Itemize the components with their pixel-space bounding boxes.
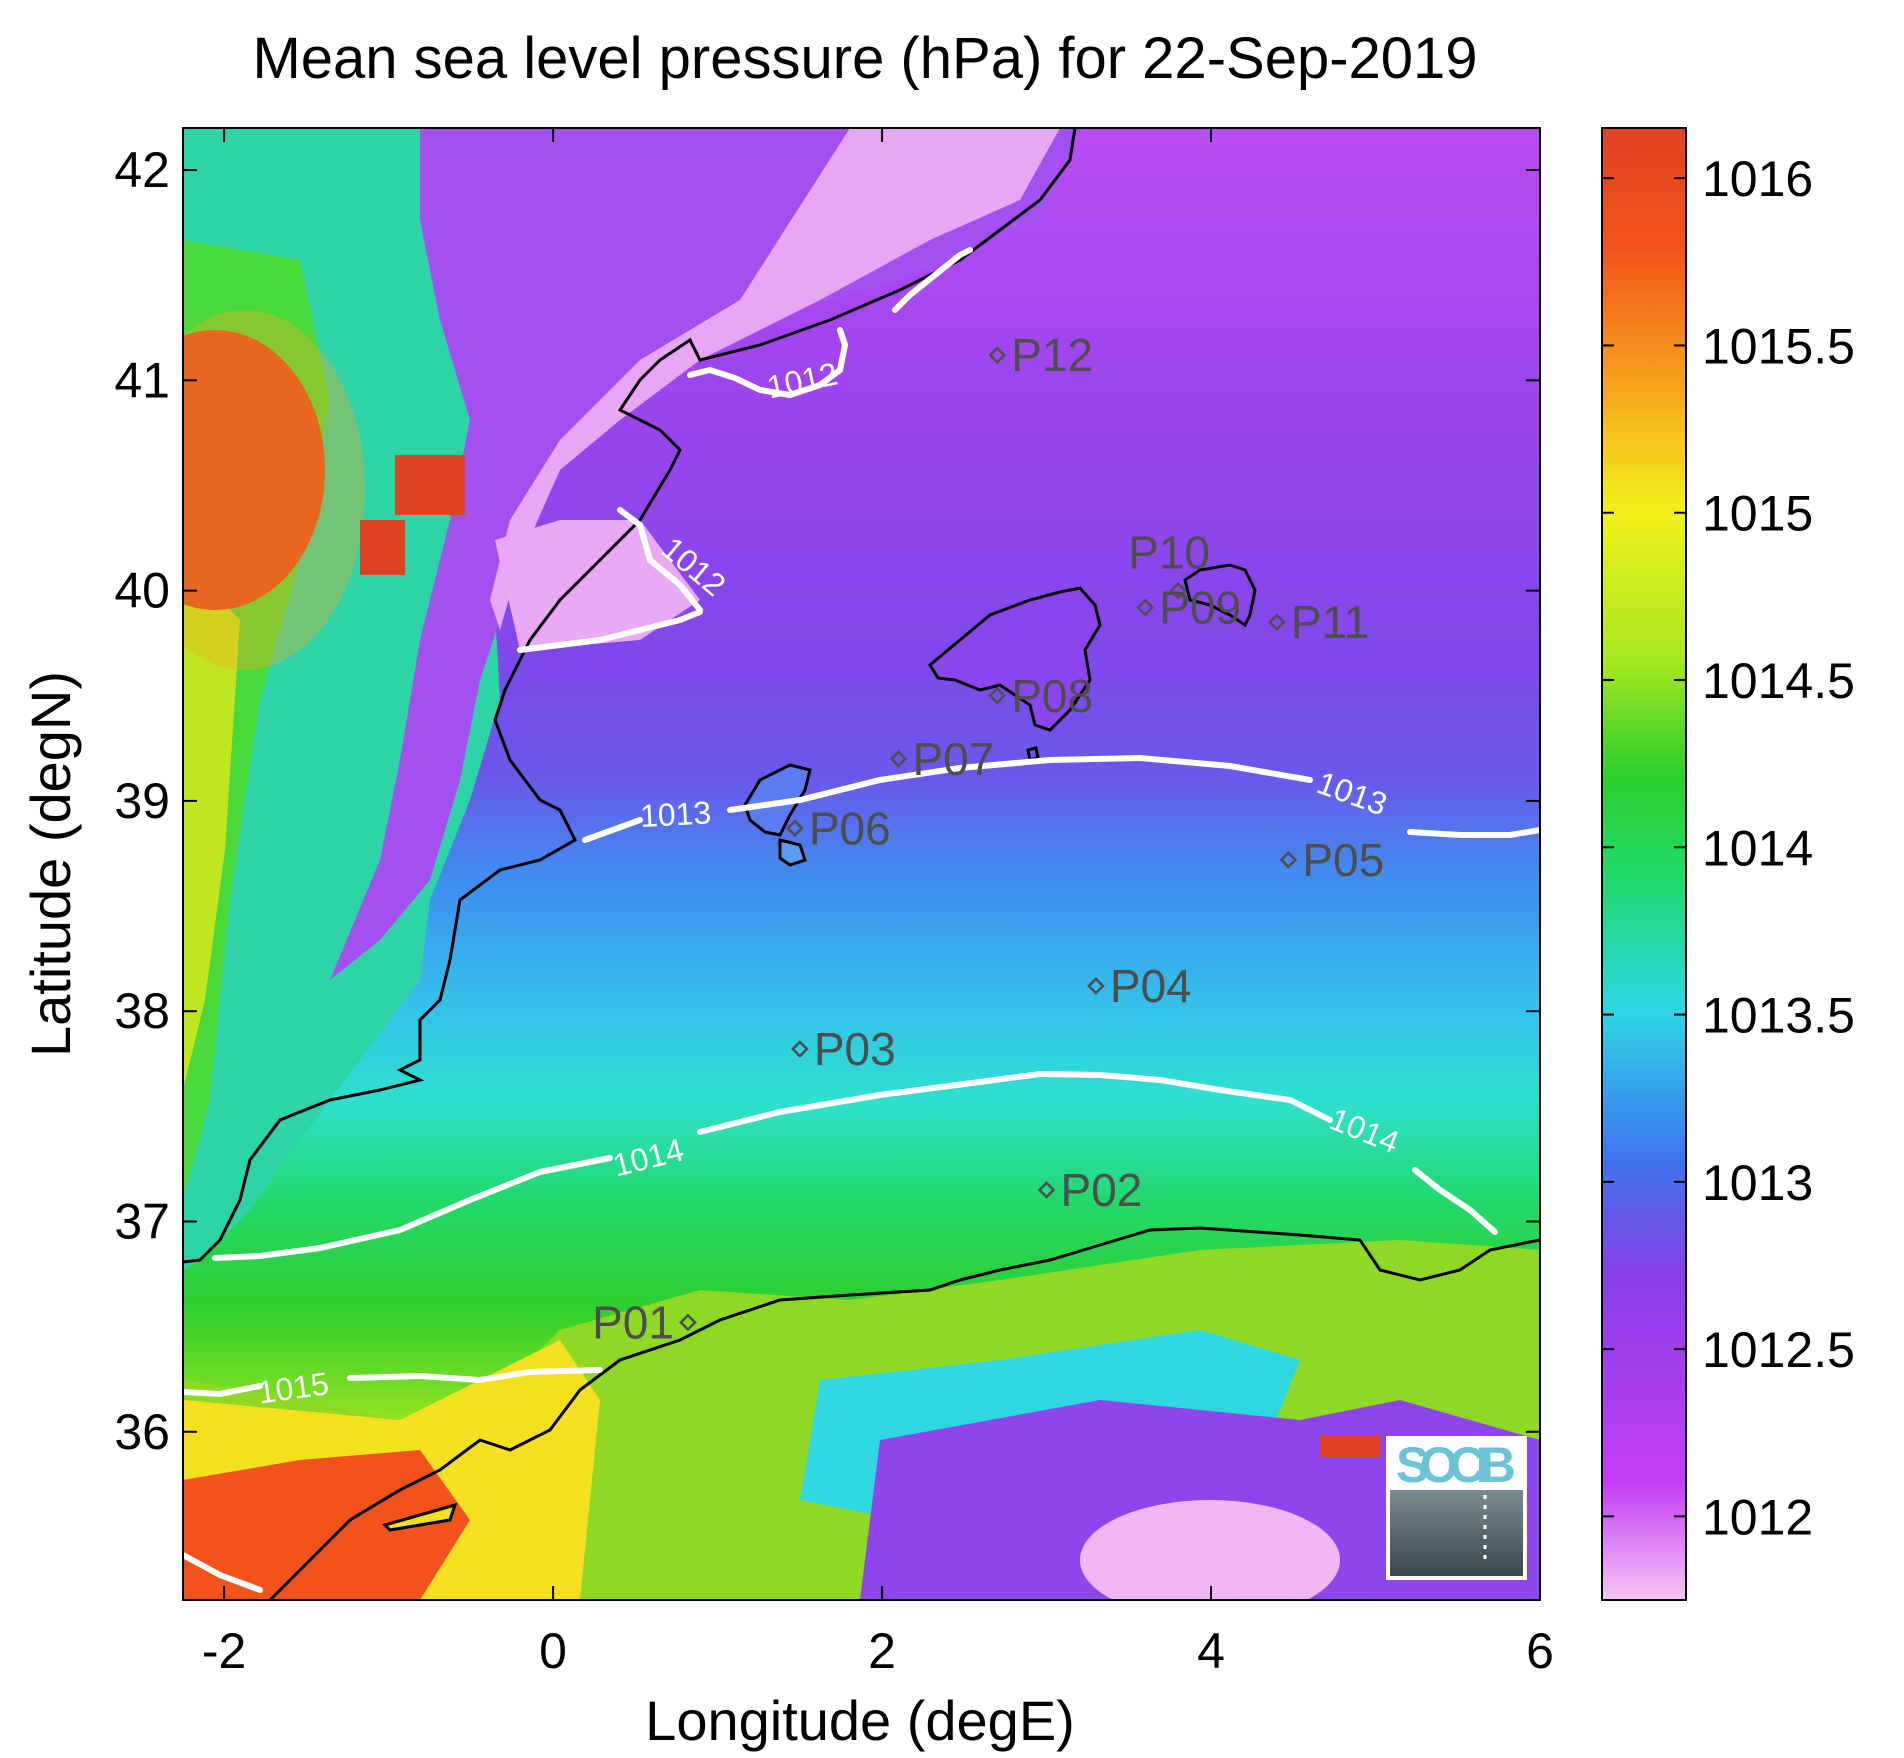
colorbar-tick-label: 1015.5: [1702, 318, 1855, 374]
station-label: P08: [1011, 670, 1093, 722]
x-tick-label: 0: [539, 1623, 567, 1679]
purple-coast-band: [330, 128, 1080, 980]
station-marker: [1267, 613, 1286, 632]
colorbar-tick-label: 1014: [1702, 820, 1813, 876]
colorbar-tick-label: 1015: [1702, 486, 1813, 542]
high-pressure-core: [183, 330, 325, 610]
station-marker: [1279, 850, 1298, 869]
cabrera: [1026, 746, 1040, 762]
iberia-yellow-band: [183, 560, 240, 1090]
mallorca: [928, 586, 1102, 732]
isobar-contours: [183, 247, 1540, 1593]
isobar-1012-coast: [687, 327, 849, 399]
station-label: P02: [1061, 1164, 1143, 1216]
high-pressure-patch-1: [395, 455, 465, 515]
colorbar-ticks: 1012 1012.5 1013 1013.5 1014 1014.5 1015 1015.5…: [1602, 151, 1855, 1545]
africa-coastline: [268, 1226, 1540, 1600]
station-label: P04: [1110, 960, 1192, 1012]
colorbar-tick-label: 1013: [1702, 1155, 1813, 1211]
map-title: Mean sea level pressure (hPa) for 22-Sep…: [252, 26, 1477, 91]
y-tick-label: 37: [114, 1193, 170, 1249]
station-label: P12: [1011, 329, 1093, 381]
station-marker: [988, 686, 1007, 705]
high-pressure-patch-2: [360, 520, 405, 575]
isobar-1015: [183, 1367, 603, 1398]
station-label: P07: [913, 733, 995, 785]
colorbar-tick-label: 1013.5: [1702, 988, 1855, 1044]
x-tick-label: 6: [1526, 1623, 1554, 1679]
y-axis-label: Latitude (degN): [19, 671, 82, 1057]
africa-orange-field: [183, 1450, 470, 1600]
colorbar: 1012 1012.5 1013 1013.5 1014 1014.5 1015 1015.5…: [1601, 127, 1855, 1601]
station-label: P10: [1128, 527, 1210, 579]
isobar-1015-south: [183, 1552, 263, 1593]
station-label: P11: [1291, 596, 1369, 648]
station-marker: [1037, 1181, 1056, 1199]
y-tick-label: 39: [114, 773, 170, 829]
isobar-1012-valencia: [517, 507, 703, 653]
station-marker: [1169, 581, 1187, 600]
station-marker: [790, 1040, 809, 1058]
africa-red-patch: [1320, 1435, 1380, 1457]
colorbar-tick-label: 1012: [1702, 1489, 1813, 1545]
y-tick-label: 41: [114, 352, 170, 408]
logo-top: [1390, 1440, 1523, 1490]
light-pink-coast-patch: [490, 128, 1060, 630]
y-tick-label: 38: [114, 983, 170, 1039]
contour-label: 1013: [639, 794, 712, 834]
station-label: P03: [814, 1023, 896, 1075]
iberia-coastline: [183, 128, 1077, 1264]
colorbar-ramp: [1601, 127, 1687, 1601]
formentera: [778, 838, 807, 867]
africa-pink-low: [1080, 1500, 1340, 1600]
y-tick-label: 40: [114, 563, 170, 619]
y-tick-label: 36: [114, 1404, 170, 1460]
isobar-1014: [212, 1070, 1498, 1261]
station-label: P01: [592, 1296, 674, 1348]
colorbar-tick-label: 1014.5: [1702, 653, 1855, 709]
station-marker: [786, 819, 804, 838]
x-tick-label: 4: [1197, 1623, 1225, 1679]
socib-logo: SOCIB: [1386, 1436, 1527, 1580]
alboran-island: [382, 1502, 458, 1532]
x-tick-label: 2: [868, 1623, 896, 1679]
colorbar-tick-label: 1016: [1702, 151, 1813, 207]
station-marker: [988, 346, 1007, 364]
y-tick-label: 42: [114, 142, 170, 198]
plot-frame: [182, 127, 1541, 1601]
station-marker: [1087, 977, 1105, 995]
station-label: P05: [1302, 834, 1384, 886]
logo-text: SOCIB: [1396, 1437, 1516, 1493]
x-axis: -2 0 2 4 6: [202, 128, 1554, 1679]
isobar-1013: [582, 754, 1540, 843]
station-marker: [679, 1313, 697, 1332]
high-pressure-halo: [183, 310, 365, 670]
colorbar-tick-label: 1012.5: [1702, 1322, 1855, 1378]
x-axis-label: Longitude (degE): [645, 1689, 1075, 1752]
pressure-field: 1012 1012 1013 1013 1014 1014 1015 P01P0…: [183, 128, 1540, 1600]
station-marker: [889, 750, 908, 768]
x-tick-label: -2: [202, 1623, 246, 1679]
station-marker: [1136, 598, 1155, 617]
y-axis: 36 37 38 39 40 41 42: [114, 142, 1540, 1460]
station-label: P06: [809, 802, 891, 854]
isobar-1012-north: [892, 247, 973, 313]
menorca: [1183, 563, 1257, 628]
